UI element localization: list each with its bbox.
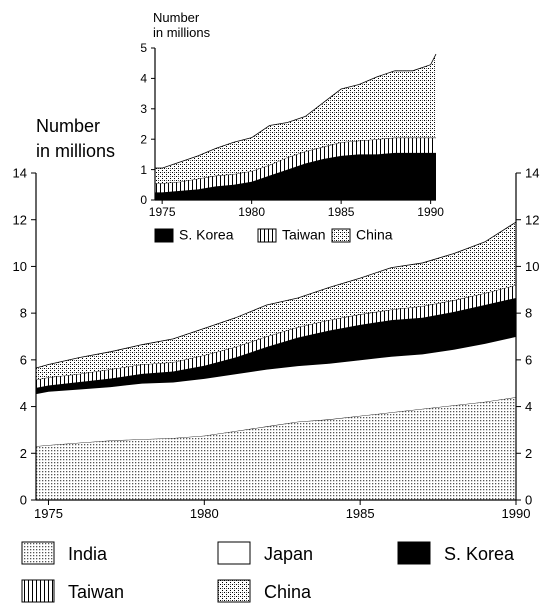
legend-swatch — [21, 579, 55, 603]
x-tick-label: 1980 — [238, 205, 265, 219]
legend-swatch — [217, 579, 251, 603]
x-tick-label: 1975 — [149, 205, 176, 219]
legend-label: China — [264, 582, 312, 602]
area-taiwan — [155, 137, 436, 193]
legend-swatch — [331, 228, 351, 243]
y-tick-label-right: 8 — [525, 306, 532, 321]
y-tick-label-left: 0 — [20, 493, 27, 508]
y-tick-label-left: 3 — [140, 102, 147, 116]
y-tick-label-right: 0 — [525, 493, 532, 508]
area-china-edge — [155, 53, 437, 169]
legend-item-taiwan: Taiwan — [21, 579, 124, 603]
area-s-korea — [36, 297, 516, 394]
y-axis-label: Number — [36, 116, 100, 136]
y-tick-label-right: 4 — [525, 399, 532, 414]
x-tick-label: 1980 — [190, 506, 219, 521]
area-taiwan — [36, 285, 516, 388]
legend-swatch — [397, 541, 431, 565]
legend-label: India — [68, 544, 108, 564]
y-tick-label-left: 4 — [140, 72, 147, 86]
legend-item-india: India — [21, 541, 108, 565]
y-tick-label-left: 2 — [140, 132, 147, 146]
y-tick-label-left: 6 — [20, 352, 27, 367]
x-tick-label: 1990 — [502, 506, 531, 521]
legend-item-s-korea: S. Korea — [154, 227, 234, 243]
y-tick-label-left: 12 — [13, 212, 27, 227]
y-axis-label: in millions — [36, 141, 115, 161]
y-tick-label-right: 12 — [525, 212, 539, 227]
legend-swatch — [257, 228, 277, 243]
x-tick-label: 1975 — [34, 506, 63, 521]
legend-item-china: China — [217, 579, 312, 603]
y-tick-label-left: 1 — [140, 163, 147, 177]
x-tick-label: 1985 — [328, 205, 355, 219]
y-axis-label: in millions — [153, 25, 211, 40]
y-tick-label-left: 5 — [140, 41, 147, 55]
legend-label: China — [356, 227, 393, 243]
y-tick-label-left: 0 — [140, 193, 147, 207]
legend-item-taiwan: Taiwan — [257, 227, 326, 243]
y-tick-label-right: 2 — [525, 446, 532, 461]
area-india — [36, 397, 516, 500]
y-tick-label-left: 2 — [20, 446, 27, 461]
y-tick-label-right: 10 — [525, 259, 539, 274]
y-tick-label-left: 4 — [20, 399, 27, 414]
area-china-edge — [35, 221, 517, 369]
y-axis-label: Number — [153, 10, 200, 25]
y-tick-label-right: 14 — [525, 166, 539, 181]
area-china — [155, 54, 436, 184]
y-tick-label-right: 6 — [525, 352, 532, 367]
x-tick-label: 1985 — [346, 506, 375, 521]
area-s-korea — [155, 152, 436, 200]
y-tick-label-left: 10 — [13, 259, 27, 274]
legend-swatch — [21, 541, 55, 565]
area-japan — [36, 336, 516, 447]
legend-swatch — [154, 228, 174, 243]
legend-label: Taiwan — [68, 582, 124, 602]
y-tick-label-left: 14 — [13, 166, 27, 181]
legend-item-china: China — [331, 227, 393, 243]
legend-label: S. Korea — [444, 544, 515, 564]
x-tick-label: 1990 — [417, 205, 444, 219]
legend-swatch — [217, 541, 251, 565]
area-china — [36, 222, 516, 380]
legend-label: Japan — [264, 544, 313, 564]
legend-item-s-korea: S. Korea — [397, 541, 515, 565]
legend-item-japan: Japan — [217, 541, 313, 565]
legend-label: S. Korea — [179, 227, 234, 243]
y-tick-label-left: 8 — [20, 306, 27, 321]
legend-label: Taiwan — [282, 227, 326, 243]
